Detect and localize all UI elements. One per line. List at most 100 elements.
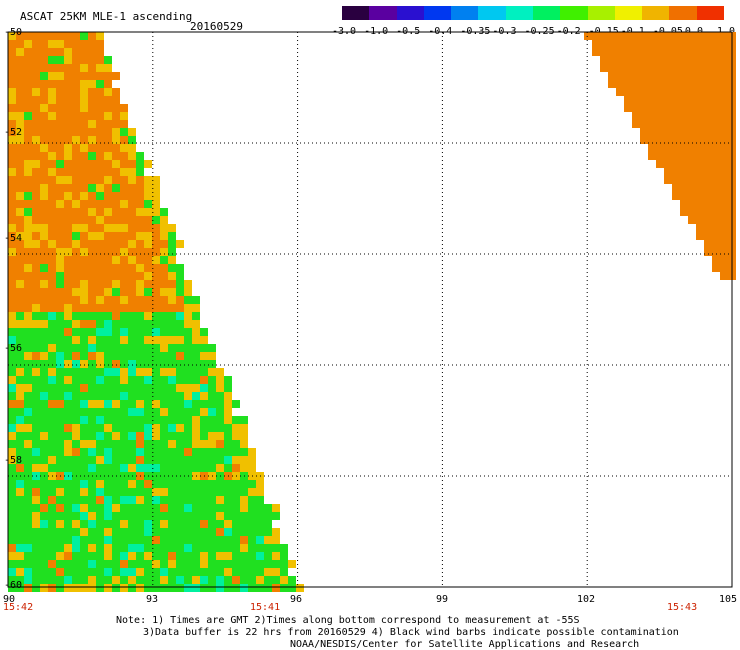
- swath-cell: [624, 32, 632, 40]
- swath-cell: [56, 440, 64, 448]
- swath-cell: [152, 544, 160, 552]
- swath-cell: [32, 272, 40, 280]
- swath-cell: [232, 424, 240, 432]
- swath-cell: [192, 568, 200, 576]
- swath-cell: [144, 528, 152, 536]
- swath-cell: [688, 208, 696, 216]
- swath-cell: [176, 264, 184, 272]
- swath-cell: [176, 464, 184, 472]
- swath-cell: [144, 368, 152, 376]
- swath-cell: [152, 232, 160, 240]
- swath-cell: [208, 360, 216, 368]
- swath-cell: [72, 72, 80, 80]
- swath-cell: [88, 152, 96, 160]
- swath-cell: [32, 152, 40, 160]
- swath-cell: [112, 448, 120, 456]
- swath-cell: [184, 568, 192, 576]
- swath-cell: [56, 416, 64, 424]
- swath-cell: [96, 184, 104, 192]
- swath-cell: [152, 576, 160, 584]
- swath-cell: [96, 312, 104, 320]
- swath-cell: [8, 312, 16, 320]
- swath-cell: [280, 544, 288, 552]
- swath-cell: [112, 480, 120, 488]
- swath-cell: [32, 176, 40, 184]
- swath-cell: [40, 264, 48, 272]
- swath-cell: [192, 544, 200, 552]
- swath-cell: [144, 448, 152, 456]
- swath-cell: [8, 432, 16, 440]
- swath-cell: [56, 40, 64, 48]
- swath-cell: [200, 336, 208, 344]
- swath-cell: [48, 280, 56, 288]
- swath-cell: [120, 200, 128, 208]
- swath-cell: [8, 408, 16, 416]
- swath-cell: [696, 80, 704, 88]
- swath-cell: [648, 96, 656, 104]
- swath-cell: [184, 480, 192, 488]
- swath-cell: [208, 392, 216, 400]
- swath-cell: [136, 416, 144, 424]
- swath-cell: [80, 232, 88, 240]
- swath-cell: [712, 240, 720, 248]
- swath-cell: [144, 584, 152, 592]
- swath-cell: [280, 568, 288, 576]
- swath-cell: [112, 336, 120, 344]
- swath-cell: [128, 416, 136, 424]
- swath-cell: [48, 360, 56, 368]
- swath-cell: [152, 448, 160, 456]
- swath-cell: [144, 344, 152, 352]
- swath-cell: [24, 376, 32, 384]
- swath-cell: [224, 376, 232, 384]
- swath-cell: [192, 376, 200, 384]
- swath-cell: [56, 528, 64, 536]
- swath-cell: [80, 96, 88, 104]
- swath-cell: [48, 464, 56, 472]
- swath-cell: [120, 376, 128, 384]
- swath-cell: [184, 344, 192, 352]
- swath-cell: [208, 584, 216, 592]
- swath-cell: [56, 144, 64, 152]
- swath-cell: [712, 96, 720, 104]
- swath-cell: [8, 248, 16, 256]
- swath-cell: [40, 464, 48, 472]
- swath-cell: [88, 80, 96, 88]
- swath-cell: [152, 520, 160, 528]
- swath-cell: [88, 96, 96, 104]
- swath-cell: [112, 144, 120, 152]
- swath-cell: [64, 320, 72, 328]
- swath-cell: [88, 280, 96, 288]
- swath-cell: [128, 376, 136, 384]
- swath-cell: [136, 392, 144, 400]
- swath-cell: [688, 40, 696, 48]
- swath-cell: [192, 424, 200, 432]
- swath-cell: [168, 400, 176, 408]
- swath-cell: [88, 288, 96, 296]
- swath-cell: [272, 584, 280, 592]
- swath-cell: [80, 320, 88, 328]
- swath-cell: [80, 496, 88, 504]
- swath-cell: [640, 64, 648, 72]
- swath-cell: [32, 288, 40, 296]
- swath-cell: [664, 136, 672, 144]
- swath-cell: [112, 408, 120, 416]
- swath-cell: [720, 120, 728, 128]
- swath-cell: [64, 416, 72, 424]
- swath-cell: [8, 112, 16, 120]
- swath-cell: [720, 80, 728, 88]
- swath-cell: [72, 240, 80, 248]
- swath-cell: [8, 272, 16, 280]
- swath-cell: [640, 72, 648, 80]
- swath-cell: [8, 536, 16, 544]
- swath-cell: [24, 144, 32, 152]
- swath-cell: [200, 584, 208, 592]
- swath-cell: [104, 264, 112, 272]
- swath-cell: [256, 520, 264, 528]
- swath-cell: [96, 448, 104, 456]
- swath-cell: [32, 224, 40, 232]
- swath-cell: [96, 224, 104, 232]
- swath-cell: [64, 48, 72, 56]
- swath-cell: [96, 520, 104, 528]
- swath-cell: [128, 568, 136, 576]
- swath-cell: [152, 552, 160, 560]
